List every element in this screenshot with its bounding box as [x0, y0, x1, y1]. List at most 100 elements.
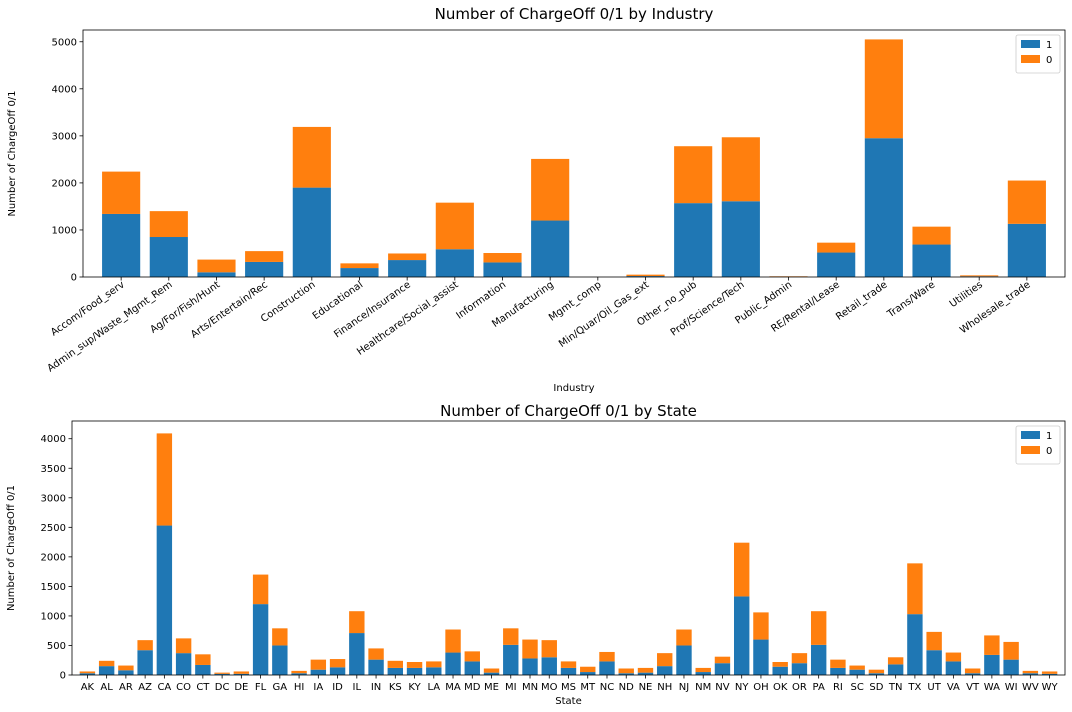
- bar-construction-series-1: [292, 187, 331, 277]
- bar-admin-sup-waste-mgmt-rem-series-0: [149, 211, 188, 238]
- bar-ky-series-1: [406, 667, 423, 675]
- x-tick-label: UT: [927, 682, 941, 693]
- bar-ak-series-0: [79, 671, 96, 674]
- bar-ny-series-1: [734, 596, 750, 675]
- bar-id-series-1: [329, 667, 346, 675]
- y-tick-label: 2000: [41, 552, 66, 563]
- bar-nj-series-1: [676, 645, 692, 675]
- bar-ma-series-0: [445, 629, 461, 653]
- bar-prof-science-tech-series-1: [721, 201, 760, 277]
- x-tick-label: NC: [600, 682, 614, 693]
- y-axis-label: Number of ChargeOff 0/1: [7, 90, 18, 216]
- x-tick-label: FL: [255, 682, 267, 693]
- bar-ks-series-0: [387, 660, 403, 668]
- bar-wy-series-1: [1041, 673, 1058, 675]
- bar-nv-series-1: [714, 663, 731, 675]
- bar-ca-series-1: [156, 525, 173, 675]
- bar-mn-series-1: [522, 658, 538, 675]
- bar-other-no-pub-series-1: [674, 203, 713, 277]
- bar-ga-series-0: [272, 628, 288, 646]
- bar-al-series-0: [98, 660, 115, 667]
- bar-utilities-series-0: [960, 275, 999, 277]
- x-tick-label: KY: [408, 682, 421, 693]
- bar-md-series-1: [464, 661, 480, 675]
- bar-admin-sup-waste-mgmt-rem-series-1: [149, 237, 188, 277]
- x-tick-label: NV: [715, 682, 729, 693]
- bar-la-series-0: [426, 661, 442, 668]
- bar-ri-series-1: [830, 667, 846, 675]
- x-tick-label: MN: [522, 682, 538, 693]
- bar-dc-series-1: [214, 673, 230, 675]
- bar-ne-series-1: [637, 672, 654, 675]
- bar-sd-series-1: [868, 673, 885, 675]
- y-tick-label: 500: [47, 641, 66, 652]
- bar-fl-series-1: [252, 604, 269, 675]
- legend-label: 0: [1046, 446, 1052, 457]
- bar-mo-series-0: [541, 640, 557, 658]
- bar-pa-series-1: [810, 644, 827, 675]
- bar-az-series-0: [137, 640, 153, 651]
- x-tick-label: MD: [464, 682, 481, 693]
- x-tick-label: AK: [81, 682, 95, 693]
- bar-mt-series-1: [580, 672, 596, 675]
- bar-ms-series-1: [560, 667, 577, 675]
- bar-accom-food-serv-series-0: [102, 171, 141, 214]
- bar-tx-series-1: [907, 614, 923, 675]
- x-tick-label: NM: [695, 682, 711, 693]
- bar-vt-series-1: [964, 673, 981, 675]
- bar-ok-series-1: [772, 666, 788, 675]
- bar-mi-series-1: [503, 644, 519, 675]
- bar-re-rental-lease-series-1: [817, 252, 856, 277]
- x-tick-label: WV: [1022, 682, 1039, 693]
- bar-accom-food-serv-series-1: [102, 213, 141, 277]
- bar-ia-series-0: [310, 659, 327, 670]
- x-tick-label: ME: [484, 682, 499, 693]
- bar-nd-series-0: [618, 668, 634, 674]
- bar-wholesale-trade-series-0: [1007, 180, 1046, 224]
- bar-ar-series-1: [118, 670, 134, 675]
- legend-label: 1: [1046, 431, 1052, 442]
- y-tick-label: 1500: [41, 582, 66, 593]
- bar-me-series-0: [483, 668, 500, 673]
- x-tick-label: VA: [947, 682, 960, 693]
- bar-wi-series-1: [1003, 659, 1019, 675]
- bar-ak-series-1: [79, 673, 96, 675]
- bar-nh-series-0: [657, 653, 673, 667]
- bar-oh-series-0: [753, 612, 769, 640]
- x-tick-label: NE: [639, 682, 653, 693]
- x-tick-label: ID: [332, 682, 343, 693]
- x-tick-label: AR: [119, 682, 133, 693]
- bar-sd-series-0: [868, 669, 885, 674]
- bar-in-series-1: [368, 659, 384, 675]
- x-tick-label: MT: [580, 682, 596, 693]
- bar-az-series-1: [137, 650, 153, 675]
- bar-nh-series-1: [657, 666, 673, 675]
- y-tick-label: 3000: [41, 493, 66, 504]
- bar-ct-series-1: [195, 664, 211, 675]
- bar-dc-series-0: [214, 672, 230, 674]
- bar-educational-series-1: [340, 268, 379, 277]
- bar-nc-series-1: [599, 661, 615, 675]
- bar-co-series-1: [175, 653, 192, 675]
- bar-finance-insurance-series-0: [388, 253, 427, 261]
- bar-min-quar-oil-gas-ext-series-0: [626, 274, 665, 277]
- bar-nm-series-1: [695, 672, 711, 675]
- bar-trans-ware-series-0: [912, 226, 951, 245]
- y-tick-label: 3000: [52, 131, 77, 142]
- bar-ks-series-1: [387, 667, 403, 675]
- bar-va-series-1: [945, 661, 962, 675]
- bar-mo-series-1: [541, 657, 557, 675]
- plot-frame: [82, 29, 1066, 278]
- bar-retail-trade-series-1: [864, 138, 903, 277]
- bar-ar-series-0: [118, 665, 134, 671]
- bar-tx-series-0: [907, 563, 923, 615]
- y-tick-label: 2500: [41, 523, 66, 534]
- x-tick-label: WA: [984, 682, 1000, 693]
- x-tick-label: NH: [657, 682, 672, 693]
- y-axis-label: Number of ChargeOff 0/1: [6, 485, 17, 611]
- legend-label: 1: [1046, 40, 1052, 51]
- bar-id-series-0: [329, 659, 346, 668]
- bar-oh-series-1: [753, 639, 769, 675]
- bar-pa-series-0: [810, 611, 827, 645]
- x-tick-label: CO: [176, 682, 191, 693]
